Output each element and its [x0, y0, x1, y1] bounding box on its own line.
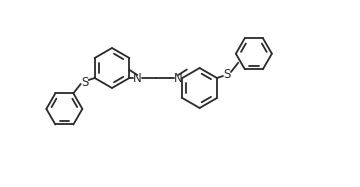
Text: S: S [81, 76, 88, 88]
Text: N: N [133, 71, 142, 85]
Text: S: S [223, 68, 231, 80]
Text: N: N [174, 71, 183, 85]
